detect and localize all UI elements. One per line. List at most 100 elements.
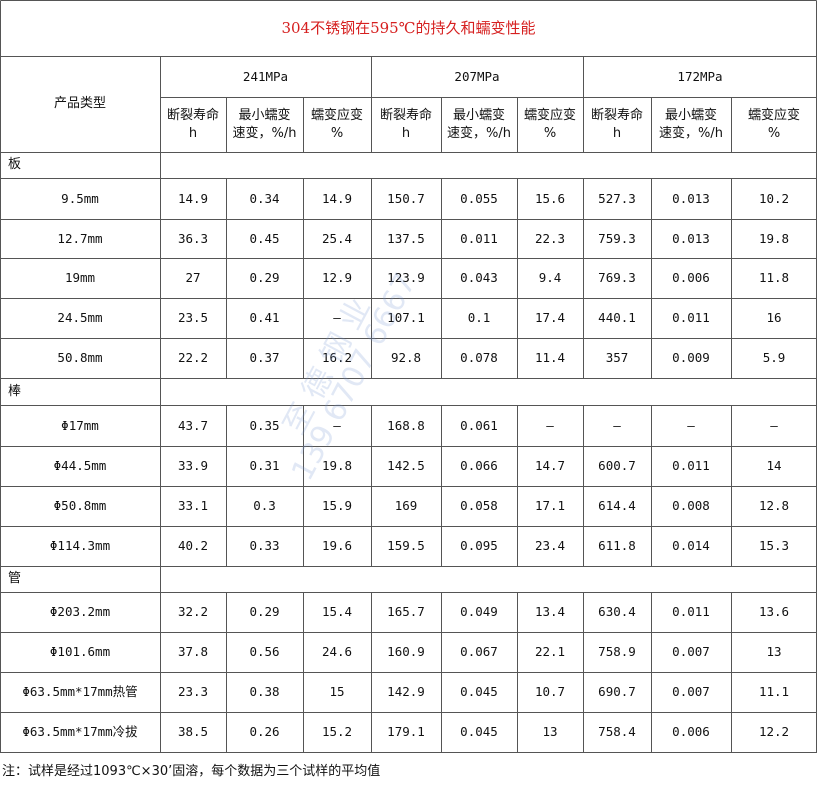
table-cell-value: 0.56 xyxy=(249,644,280,659)
table-cell-value: 13.6 xyxy=(758,604,790,619)
table-cell-value: 13.4 xyxy=(534,604,566,619)
table-cell-value: 33.1 xyxy=(177,498,209,513)
table-cell-value: 0.043 xyxy=(460,270,498,285)
table-cell-value: 758.9 xyxy=(598,644,636,659)
table-cell-value: 614.4 xyxy=(598,498,636,513)
row-label: Φ203.2mm xyxy=(49,604,111,619)
header-product-type: 产品类型 xyxy=(53,96,106,111)
table-cell-value: 37.8 xyxy=(177,644,209,659)
table-cell-value: — xyxy=(770,417,778,433)
table-cell-value: 0.045 xyxy=(460,684,498,699)
table-cell-value: 758.4 xyxy=(598,724,636,739)
table-cell-value: 13 xyxy=(542,724,558,739)
header-sub-column: 蠕变应变 % xyxy=(747,107,800,141)
row-label: Φ44.5mm xyxy=(53,458,107,473)
table-cell-value: 0.006 xyxy=(672,270,710,285)
table-cell-value: 0.061 xyxy=(460,417,498,433)
table-cell-value: 19.8 xyxy=(321,458,353,473)
table-cell-value: 0.26 xyxy=(249,724,280,739)
table-cell-value: 168.8 xyxy=(387,417,425,433)
table-cell-value: 10.2 xyxy=(758,190,790,206)
table-cell-value: 0.067 xyxy=(460,644,498,659)
header-sub-column: 蠕变应变 % xyxy=(310,107,363,141)
row-label: Φ114.3mm xyxy=(49,538,111,553)
table-cell-value: 0.006 xyxy=(672,724,710,739)
table-cell-value: 36.3 xyxy=(177,230,209,246)
table-cell-value: 169 xyxy=(394,498,418,513)
table-cell-value: 24.6 xyxy=(321,644,353,659)
section-label: 棒 xyxy=(8,383,22,399)
row-label: Φ50.8mm xyxy=(53,498,107,513)
table-cell-value: 15.6 xyxy=(534,190,566,206)
row-label: Φ17mm xyxy=(61,417,99,433)
table-cell-value: — xyxy=(546,417,554,433)
row-label: 9.5mm xyxy=(61,190,99,206)
row-label: Φ63.5mm*17mm冷拔 xyxy=(22,724,138,739)
table-title: 304不锈钢在595℃的持久和蠕变性能 xyxy=(281,19,536,37)
header-stress-group: 172MPa xyxy=(677,68,723,84)
table-cell-value: 16 xyxy=(766,310,782,325)
table-cell-value: 142.9 xyxy=(387,684,425,699)
table-cell-value: 12.2 xyxy=(758,724,790,739)
table-cell-value: 5.9 xyxy=(762,350,786,365)
table-cell-value: 0.011 xyxy=(672,310,710,325)
table-cell-value: 23.3 xyxy=(177,684,209,699)
table-cell-value: 11.4 xyxy=(534,350,566,365)
table-cell-value: 0.38 xyxy=(249,684,280,699)
table-cell-value: — xyxy=(687,417,695,433)
table-cell-value: 0.049 xyxy=(460,604,498,619)
table-cell-value: 0.34 xyxy=(249,190,280,206)
header-stress-group: 207MPa xyxy=(454,68,500,84)
table-cell-value: 0.29 xyxy=(249,270,280,285)
table-cell-value: 16.2 xyxy=(321,350,353,365)
table-cell-value: 13 xyxy=(766,644,782,659)
table-cell-value: 0.066 xyxy=(460,458,498,473)
table-cell-value: — xyxy=(613,417,621,433)
table-cell-value: — xyxy=(333,417,341,433)
table-cell-value: 15.3 xyxy=(758,538,790,553)
table-cell-value: 0.011 xyxy=(672,458,710,473)
table-cell-value: 0.008 xyxy=(672,498,710,513)
table-cell-value: 15.9 xyxy=(321,498,353,513)
table-cell-value: 17.4 xyxy=(534,310,566,325)
table-cell-value: 0.31 xyxy=(249,458,280,473)
table-note: 注：试样是经过1093℃×30’固溶，每个数据为三个试样的平均值 xyxy=(2,764,381,779)
table-cell-value: 137.5 xyxy=(387,230,425,246)
table-cell-value: 23.5 xyxy=(177,310,209,325)
header-stress-group: 241MPa xyxy=(242,68,289,84)
table-cell-value: 769.3 xyxy=(598,270,636,285)
table-cell-value: 43.7 xyxy=(177,417,209,433)
table-cell-value: 92.8 xyxy=(390,350,422,365)
table-cell-value: 27 xyxy=(185,270,201,285)
row-label: 50.8mm xyxy=(57,350,103,365)
table-cell-value: 14.7 xyxy=(534,458,566,473)
table-cell-value: 9.4 xyxy=(538,270,562,285)
table-cell-value: 179.1 xyxy=(387,724,425,739)
table-cell-value: 150.7 xyxy=(387,190,425,206)
row-label: 12.7mm xyxy=(57,230,103,246)
table-cell-value: 107.1 xyxy=(387,310,425,325)
table-cell-value: 0.011 xyxy=(460,230,498,246)
table-cell-value: 0.45 xyxy=(249,230,280,246)
table-cell-value: 690.7 xyxy=(598,684,636,699)
row-label: Φ101.6mm xyxy=(49,644,111,659)
header-sub-column: 最小蠕变 速变，%/h xyxy=(447,107,511,141)
table-cell-value: 12.8 xyxy=(758,498,790,513)
table-cell-value: 32.2 xyxy=(177,604,209,619)
table-cell-value: 14.9 xyxy=(321,190,353,206)
table-cell-value: 123.9 xyxy=(387,270,425,285)
table-cell-value: 15.2 xyxy=(321,724,353,739)
table-cell-value: 11.1 xyxy=(758,684,790,699)
table-cell-value: 12.9 xyxy=(321,270,353,285)
table-cell-value: 0.013 xyxy=(672,190,710,206)
table-cell-value: 22.1 xyxy=(534,644,566,659)
table-cell-value: 25.4 xyxy=(321,230,353,246)
table-cell-value: 11.8 xyxy=(758,270,790,285)
table-cell-value: 19.6 xyxy=(321,538,353,553)
table-cell-value: 0.35 xyxy=(249,417,280,433)
table-cell-value: 142.5 xyxy=(387,458,425,473)
table-cell-value: 159.5 xyxy=(387,538,425,553)
row-label: 19mm xyxy=(64,270,96,285)
table-cell-value: 22.3 xyxy=(534,230,566,246)
table-cell-value: 23.4 xyxy=(534,538,566,553)
